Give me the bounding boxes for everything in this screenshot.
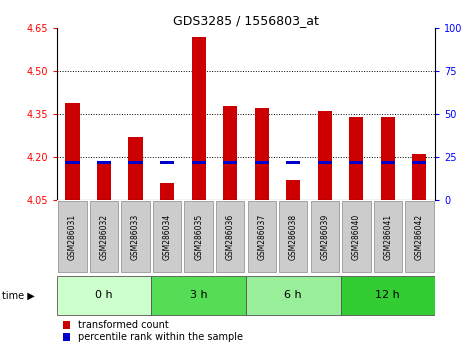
Bar [286,161,300,164]
Bar [65,161,79,164]
Text: GSM286042: GSM286042 [415,213,424,260]
Bar [129,137,143,200]
Bar [160,183,174,200]
Bar [412,161,427,164]
Text: GSM286041: GSM286041 [383,213,393,260]
FancyBboxPatch shape [247,201,276,272]
Text: GSM286033: GSM286033 [131,213,140,260]
Bar [97,161,111,164]
Title: GDS3285 / 1556803_at: GDS3285 / 1556803_at [173,14,319,27]
FancyBboxPatch shape [151,276,246,315]
Text: GSM286037: GSM286037 [257,213,266,260]
Bar [349,161,363,164]
Bar [192,37,206,200]
FancyBboxPatch shape [184,201,213,272]
Text: time ▶: time ▶ [2,290,35,301]
Bar [349,117,363,200]
Text: GSM286034: GSM286034 [163,213,172,260]
FancyBboxPatch shape [279,201,307,272]
Text: 6 h: 6 h [284,290,302,299]
Bar [223,161,237,164]
Text: GSM286032: GSM286032 [99,213,109,260]
Bar [65,103,79,200]
Text: 0 h: 0 h [95,290,113,299]
FancyBboxPatch shape [341,276,435,315]
FancyBboxPatch shape [405,201,434,272]
Text: GSM286040: GSM286040 [352,213,361,260]
FancyBboxPatch shape [57,276,151,315]
Bar [381,117,395,200]
FancyBboxPatch shape [374,201,402,272]
FancyBboxPatch shape [90,201,118,272]
Text: GSM286031: GSM286031 [68,213,77,260]
FancyBboxPatch shape [342,201,370,272]
Bar [381,161,395,164]
FancyBboxPatch shape [153,201,181,272]
Bar [254,108,269,200]
Text: 3 h: 3 h [190,290,208,299]
Text: 12 h: 12 h [376,290,400,299]
Bar [129,161,143,164]
Text: GSM286038: GSM286038 [289,213,298,260]
Text: GSM286039: GSM286039 [320,213,329,260]
Bar [192,161,206,164]
Bar [160,161,174,164]
FancyBboxPatch shape [311,201,339,272]
Bar [286,180,300,200]
FancyBboxPatch shape [216,201,245,272]
Bar [223,105,237,200]
Bar [254,161,269,164]
Bar [318,111,332,200]
Text: GSM286036: GSM286036 [226,213,235,260]
Bar [412,154,427,200]
FancyBboxPatch shape [246,276,341,315]
Bar [97,163,111,200]
Bar [318,161,332,164]
FancyBboxPatch shape [122,201,150,272]
Text: GSM286035: GSM286035 [194,213,203,260]
Legend: transformed count, percentile rank within the sample: transformed count, percentile rank withi… [61,319,244,343]
FancyBboxPatch shape [58,201,87,272]
